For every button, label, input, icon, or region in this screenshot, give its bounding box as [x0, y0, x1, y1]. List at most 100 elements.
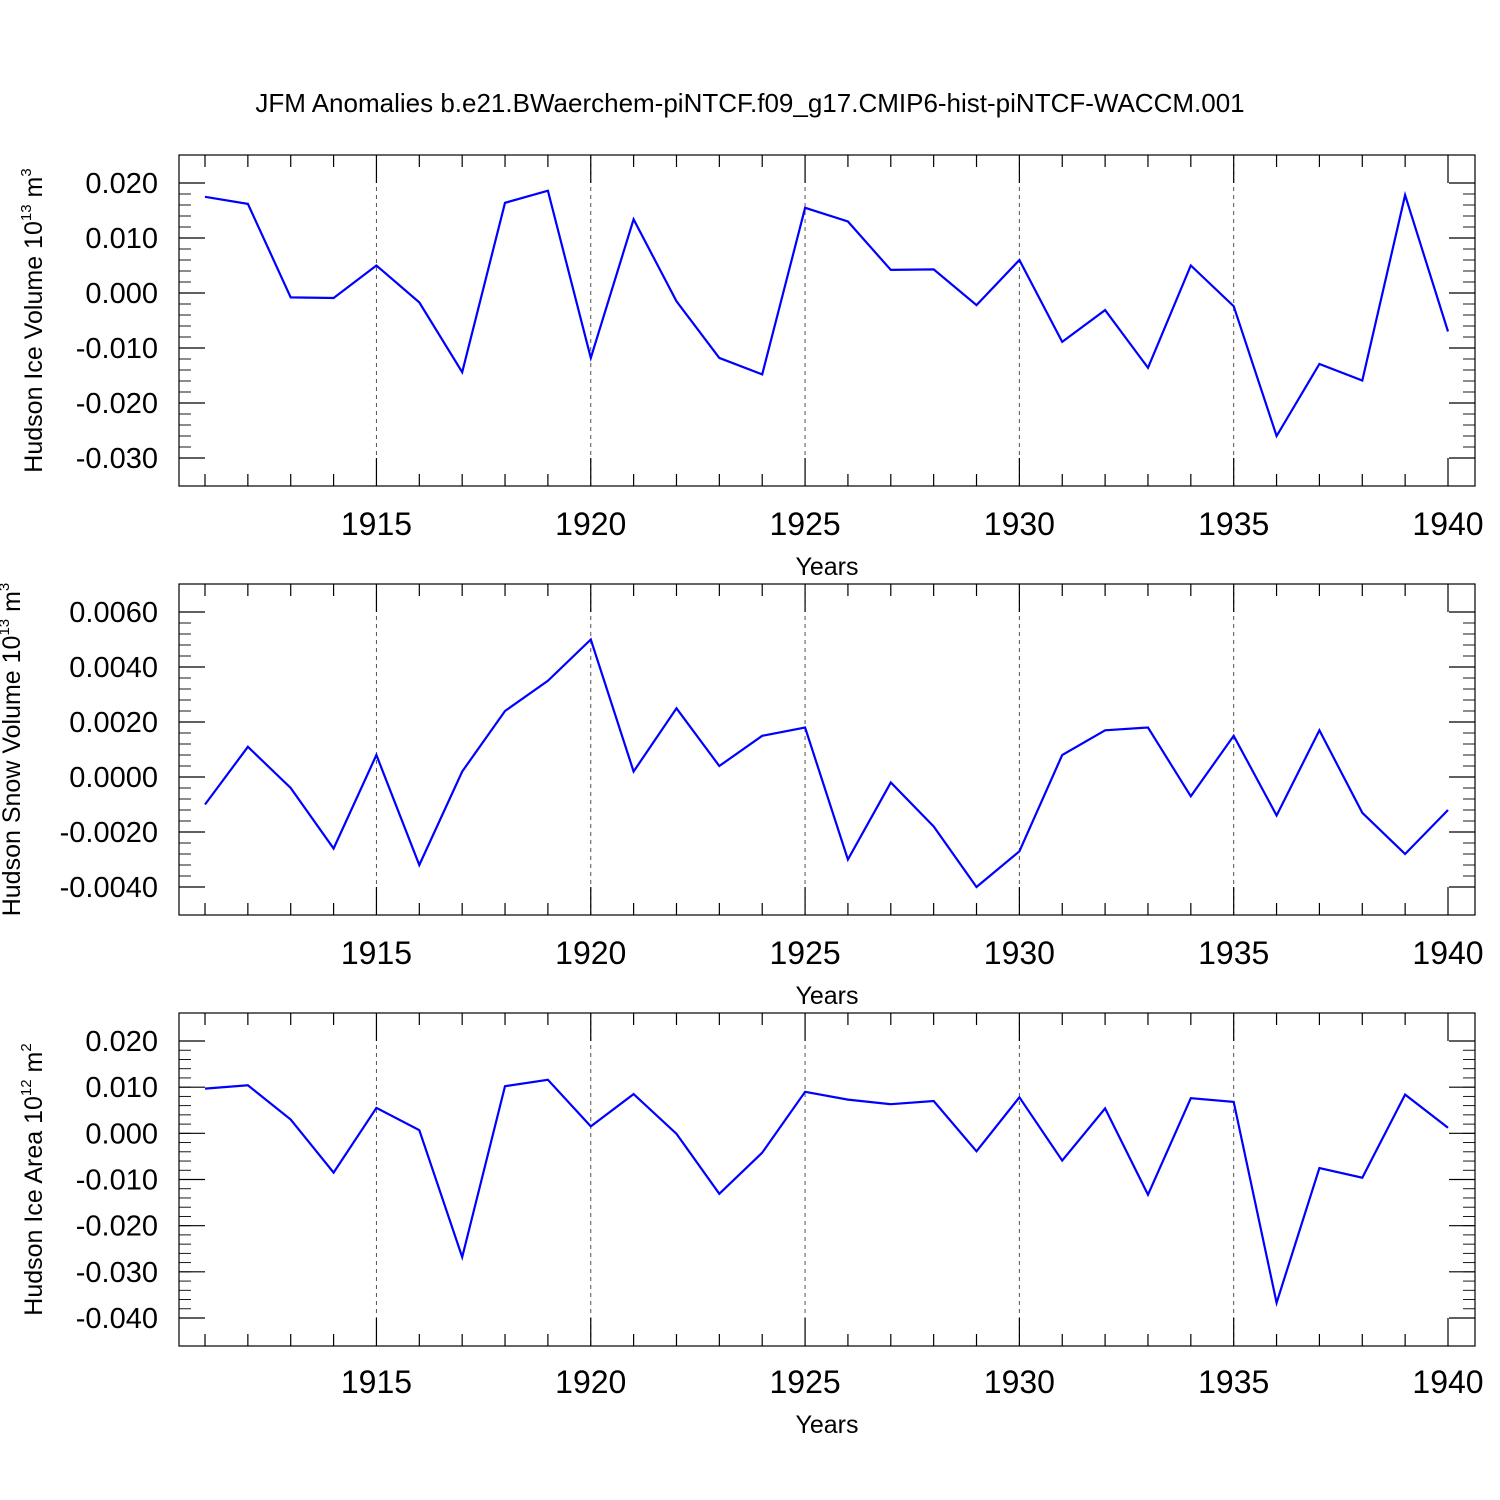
data-point [246, 1083, 250, 1087]
x-axis-title: Years [795, 1411, 858, 1439]
data-point [1232, 1100, 1236, 1104]
data-point [760, 1151, 764, 1155]
x-tick-label: 1930 [984, 506, 1055, 542]
x-tick-label: 1920 [555, 1364, 626, 1400]
y-axis-title-exponent: 13 [18, 204, 35, 221]
y-axis-title-unit: m [0, 591, 26, 619]
series-line [204, 1078, 1449, 1308]
data-point [889, 781, 893, 785]
panel-3: 1915 1920 1925 1930 1935 1940 Years 0.020 0.010 0… [18, 1012, 1484, 1439]
data-point [589, 638, 593, 642]
y-axis-title-unit-exponent: 3 [0, 583, 13, 591]
x-tick-label: 1920 [555, 935, 626, 971]
data-point [589, 1124, 593, 1128]
y-tick-label: 0.0020 [69, 707, 158, 739]
data-point [1017, 258, 1021, 262]
data-point [246, 202, 250, 206]
y-tick-label: 0.000 [85, 278, 158, 310]
data-point [203, 1087, 207, 1091]
x-tick-label: 1940 [1412, 506, 1483, 542]
data-point [546, 1078, 550, 1082]
data-point [760, 734, 764, 738]
x-tick-label: 1935 [1198, 1364, 1269, 1400]
data-point [503, 201, 507, 205]
series-line [204, 189, 1450, 439]
panel-2: 1915 1920 1925 1930 1935 1940 Years 0.0060 0.004… [0, 583, 1484, 1010]
data-point [1360, 1176, 1364, 1180]
y-axis-title-text: Hudson Ice Volume 10 [20, 221, 48, 473]
data-point [460, 1255, 464, 1259]
plot-frame [178, 154, 1476, 487]
data-point [975, 885, 979, 889]
data-point [1103, 728, 1107, 732]
data-point [1403, 852, 1407, 856]
data-point [203, 195, 207, 199]
data-point [846, 220, 850, 224]
data-point [717, 1192, 721, 1196]
data-point [1146, 366, 1150, 370]
data-point [1403, 1093, 1407, 1097]
data-point [246, 745, 250, 749]
data-point [374, 1106, 378, 1110]
x-tick-label: 1930 [984, 1364, 1055, 1400]
data-point [760, 372, 764, 376]
x-tick-label: 1930 [984, 935, 1055, 971]
data-point [1360, 811, 1364, 815]
x-tick-label: 1920 [555, 506, 626, 542]
data-point [717, 764, 721, 768]
data-point [674, 706, 678, 710]
data-point [1317, 1166, 1321, 1170]
data-point [1446, 330, 1450, 334]
y-axis-title-exponent: 13 [0, 619, 13, 636]
data-point [1017, 849, 1021, 853]
data-point [717, 356, 721, 360]
data-point [1275, 1301, 1279, 1305]
data-point [1189, 1096, 1193, 1100]
data-point [503, 709, 507, 713]
data-point [846, 858, 850, 862]
data-point [632, 217, 636, 221]
data-point [589, 356, 593, 360]
y-axis-title: Hudson Ice Area 1012 m2 [18, 1043, 48, 1315]
data-point [803, 206, 807, 210]
data-point [1146, 1193, 1150, 1197]
data-point [632, 1092, 636, 1096]
data-point [803, 726, 807, 730]
data-point [332, 296, 336, 300]
data-point [374, 264, 378, 268]
y-tick-label: 0.020 [85, 168, 158, 200]
y-tick-label: 0.0040 [69, 652, 158, 684]
y-axis-title-unit: m [20, 1052, 48, 1080]
y-axis-title: Hudson Ice Volume 1013 m3 [18, 168, 48, 472]
x-axis-title: Years [795, 553, 858, 581]
x-tick-label: 1940 [1412, 1364, 1483, 1400]
y-axis-title-text: Hudson Snow Volume 10 [0, 636, 26, 917]
data-point [289, 295, 293, 299]
data-point [1189, 264, 1193, 268]
data-point [1232, 304, 1236, 308]
y-tick-label: -0.020 [76, 1211, 158, 1243]
x-tick-label: 1925 [769, 935, 840, 971]
y-tick-label: -0.030 [76, 443, 158, 475]
data-point [975, 1149, 979, 1153]
data-point [332, 1171, 336, 1175]
y-axis-title-unit-exponent: 2 [18, 1043, 35, 1051]
y-axis-title: Hudson Snow Volume 1013 m3 [0, 583, 26, 917]
data-point [374, 753, 378, 757]
y-tick-label: -0.040 [76, 1303, 158, 1335]
data-point [803, 1090, 807, 1094]
figure-title: JFM Anomalies b.e21.BWaerchem-piNTCF.f09… [255, 88, 1244, 118]
y-tick-label: 0.020 [85, 1026, 158, 1058]
data-point [932, 267, 936, 271]
data-point [417, 863, 421, 867]
panels: 1915 1920 1925 1930 1935 1940 Years 0.020 0.010 0… [0, 154, 1484, 1439]
x-tick-label: 1935 [1198, 506, 1269, 542]
y-axis-title-unit: m [20, 177, 48, 205]
data-point [1446, 808, 1450, 812]
data-point [460, 770, 464, 774]
data-point [417, 300, 421, 304]
data-point [417, 1128, 421, 1132]
y-tick-label: 0.0000 [69, 762, 158, 794]
y-tick-label: -0.0020 [60, 817, 158, 849]
